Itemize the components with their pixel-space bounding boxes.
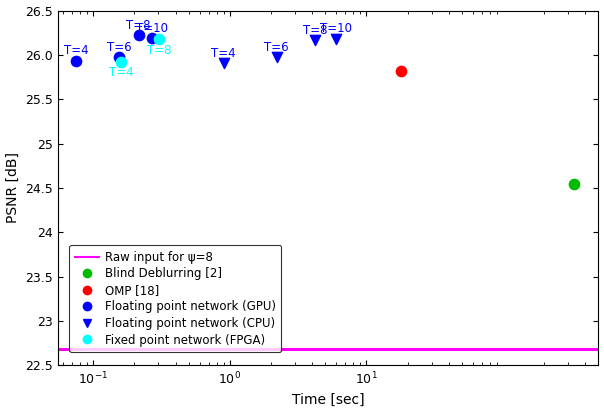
Point — [332, 36, 341, 42]
Text: T=4: T=4 — [64, 44, 89, 57]
Y-axis label: PSNR [dB]: PSNR [dB] — [5, 152, 19, 223]
Point — [569, 180, 579, 187]
Text: T=4: T=4 — [211, 47, 236, 60]
Text: T=6: T=6 — [107, 41, 132, 54]
Point — [115, 54, 124, 61]
Point — [219, 60, 228, 67]
Text: T=8: T=8 — [303, 24, 327, 37]
Point — [272, 54, 281, 61]
Point — [134, 32, 144, 39]
Text: T=8: T=8 — [126, 19, 151, 32]
X-axis label: Time [sec]: Time [sec] — [292, 393, 364, 407]
Point — [310, 37, 320, 44]
Point — [396, 68, 406, 74]
Point — [147, 35, 157, 41]
Point — [71, 57, 81, 64]
Text: T=6: T=6 — [265, 41, 289, 54]
Text: T=10: T=10 — [137, 21, 168, 35]
Text: T=4: T=4 — [109, 66, 133, 79]
Text: T=8: T=8 — [147, 44, 172, 57]
Text: T=10: T=10 — [320, 22, 352, 35]
Point — [117, 58, 126, 65]
Point — [155, 36, 164, 43]
Legend: Raw input for ψ=8, Blind Deblurring [2], OMP [18], Floating point network (GPU),: Raw input for ψ=8, Blind Deblurring [2],… — [69, 245, 281, 352]
